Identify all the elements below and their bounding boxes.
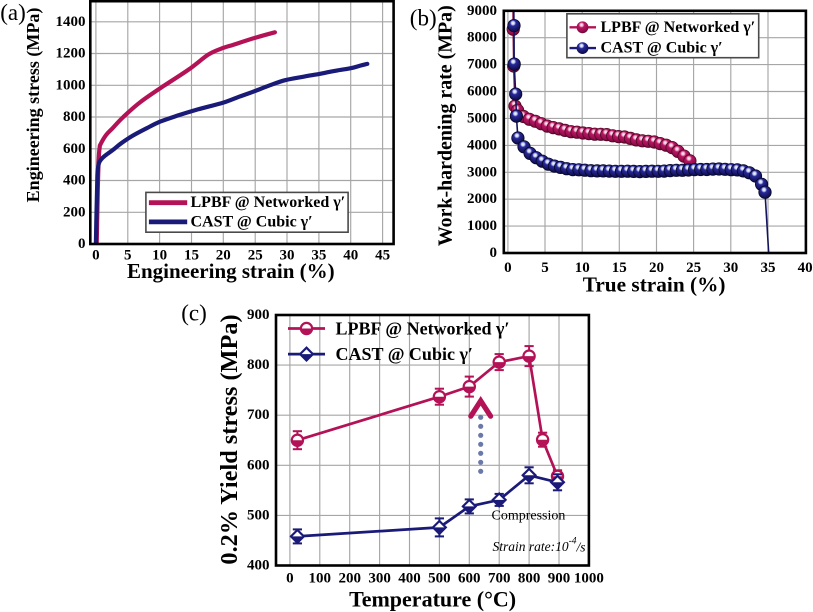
svg-text:35: 35 bbox=[311, 248, 326, 264]
svg-text:25: 25 bbox=[686, 260, 701, 276]
svg-text:35: 35 bbox=[761, 260, 776, 276]
svg-text:9000: 9000 bbox=[467, 3, 497, 19]
svg-text:0: 0 bbox=[78, 236, 86, 252]
svg-text:20: 20 bbox=[649, 260, 664, 276]
svg-text:800: 800 bbox=[247, 357, 270, 373]
svg-text:LPBF @ Networked γ′: LPBF @ Networked γ′ bbox=[191, 194, 346, 211]
svg-text:800: 800 bbox=[63, 109, 86, 125]
svg-text:Engineering strain (%): Engineering strain (%) bbox=[127, 259, 335, 283]
svg-text:900: 900 bbox=[247, 307, 270, 323]
svg-text:1200: 1200 bbox=[56, 46, 86, 62]
svg-text:900: 900 bbox=[548, 571, 571, 587]
svg-text:7000: 7000 bbox=[467, 57, 497, 73]
svg-text:0: 0 bbox=[92, 248, 100, 264]
svg-text:400: 400 bbox=[247, 558, 270, 574]
svg-text:(b): (b) bbox=[410, 5, 437, 30]
svg-text:1000: 1000 bbox=[56, 77, 86, 93]
svg-text:800: 800 bbox=[518, 571, 541, 587]
svg-text:2000: 2000 bbox=[467, 191, 497, 207]
svg-text:400: 400 bbox=[63, 173, 86, 189]
svg-text:100: 100 bbox=[309, 571, 332, 587]
svg-text:(a): (a) bbox=[0, 0, 26, 25]
svg-text:45: 45 bbox=[375, 248, 390, 264]
svg-text:Strain rate:10-4/s: Strain rate:10-4/s bbox=[493, 537, 586, 555]
svg-text:Work-hardening rate (MPa): Work-hardening rate (MPa) bbox=[434, 5, 456, 246]
svg-text:0.2% Yield stress (MPa): 0.2% Yield stress (MPa) bbox=[216, 314, 243, 564]
svg-text:5: 5 bbox=[541, 260, 549, 276]
svg-text:25: 25 bbox=[248, 248, 263, 264]
svg-text:(c): (c) bbox=[181, 301, 207, 326]
svg-text:700: 700 bbox=[488, 571, 511, 587]
svg-text:0: 0 bbox=[490, 245, 498, 261]
svg-text:CAST @ Cubic γ′: CAST @ Cubic γ′ bbox=[336, 344, 473, 364]
svg-text:15: 15 bbox=[612, 260, 627, 276]
svg-text:5: 5 bbox=[124, 248, 132, 264]
svg-text:20: 20 bbox=[216, 248, 231, 264]
svg-text:0: 0 bbox=[286, 571, 294, 587]
svg-text:LPBF @ Networked γ′: LPBF @ Networked γ′ bbox=[336, 319, 510, 339]
svg-text:300: 300 bbox=[368, 571, 391, 587]
svg-text:5000: 5000 bbox=[467, 110, 497, 126]
svg-text:30: 30 bbox=[280, 248, 295, 264]
svg-text:CAST @ Cubic γ′: CAST @ Cubic γ′ bbox=[601, 40, 723, 57]
svg-text:30: 30 bbox=[723, 260, 738, 276]
svg-text:10: 10 bbox=[575, 260, 590, 276]
svg-text:CAST @ Cubic γ′: CAST @ Cubic γ′ bbox=[191, 213, 313, 230]
svg-text:1000: 1000 bbox=[467, 218, 497, 234]
svg-text:500: 500 bbox=[247, 507, 270, 523]
svg-text:3000: 3000 bbox=[467, 164, 497, 180]
svg-text:6000: 6000 bbox=[467, 84, 497, 100]
svg-text:True strain (%): True strain (%) bbox=[583, 273, 726, 297]
svg-text:Compression: Compression bbox=[492, 509, 566, 524]
svg-text:4000: 4000 bbox=[467, 137, 497, 153]
svg-text:Temperature (°C): Temperature (°C) bbox=[349, 587, 516, 612]
svg-text:40: 40 bbox=[343, 248, 358, 264]
svg-text:1400: 1400 bbox=[56, 14, 86, 30]
svg-text:8000: 8000 bbox=[467, 30, 497, 46]
svg-text:1000: 1000 bbox=[574, 571, 604, 587]
svg-text:200: 200 bbox=[338, 571, 361, 587]
svg-text:600: 600 bbox=[458, 571, 481, 587]
svg-text:Engineering stress (MPa): Engineering stress (MPa) bbox=[23, 8, 44, 203]
svg-text:15: 15 bbox=[184, 248, 199, 264]
svg-text:0: 0 bbox=[504, 260, 512, 276]
svg-text:40: 40 bbox=[798, 260, 813, 276]
svg-text:700: 700 bbox=[247, 407, 270, 423]
svg-text:400: 400 bbox=[398, 571, 421, 587]
svg-text:10: 10 bbox=[152, 248, 167, 264]
svg-text:LPBF @ Networked γ′: LPBF @ Networked γ′ bbox=[601, 19, 756, 36]
svg-text:600: 600 bbox=[63, 141, 86, 157]
svg-text:500: 500 bbox=[428, 571, 451, 587]
svg-text:600: 600 bbox=[247, 457, 270, 473]
svg-text:200: 200 bbox=[63, 204, 86, 220]
